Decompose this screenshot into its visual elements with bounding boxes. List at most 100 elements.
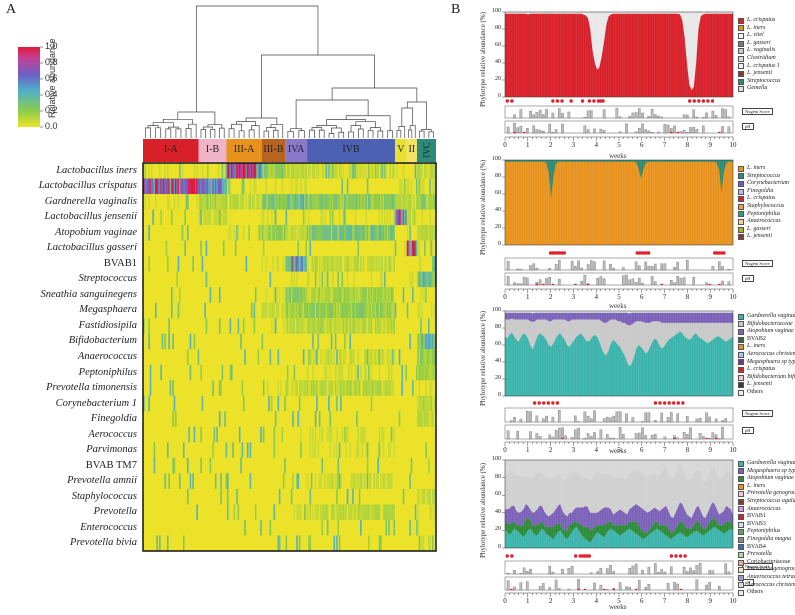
heatmap-cell <box>325 194 328 210</box>
heatmap-cell <box>285 380 288 396</box>
ph-bar <box>654 434 657 440</box>
nugent-bar <box>631 565 635 575</box>
heatmap-cell <box>326 426 329 443</box>
heatmap-cell <box>178 163 181 179</box>
heatmap-cell <box>340 364 342 381</box>
y-tick-label: 0 <box>498 544 501 550</box>
legend-swatch <box>738 211 744 218</box>
nugent-bar <box>554 264 558 271</box>
heatmap-cell <box>221 364 224 381</box>
nugent-bar <box>590 260 593 271</box>
heatmap-cell <box>393 442 396 458</box>
panel-a-letter: A <box>6 2 17 17</box>
heatmap-cell <box>384 209 386 226</box>
heatmap-cell <box>388 318 390 334</box>
legend-item: Peptoniphilus <box>738 211 789 219</box>
legend-label: L. crispatus 1 <box>747 62 780 69</box>
heatmap-cell <box>264 225 266 241</box>
heatmap-cell <box>334 318 337 334</box>
ph-bar <box>567 588 571 591</box>
heatmap-cell <box>382 302 385 319</box>
heatmap-cell <box>321 302 324 319</box>
x-tick-label: 8 <box>685 293 690 301</box>
heatmap-cell <box>313 163 316 179</box>
heatmap-cell <box>148 225 150 241</box>
ph-bar <box>558 279 561 286</box>
ph-bar <box>727 281 731 286</box>
heatmap-cell <box>321 457 324 474</box>
heatmap-cell <box>290 271 293 288</box>
nugent-marker <box>667 401 671 405</box>
nugent-marker <box>676 401 680 405</box>
heatmap-cell <box>378 287 381 303</box>
heatmap-cell <box>370 287 373 303</box>
heatmap-cell <box>225 473 228 489</box>
heatmap-cell <box>378 194 381 210</box>
heatmap-cell <box>392 504 394 520</box>
heatmap-cell <box>380 194 382 210</box>
heatmap-cell <box>294 302 297 319</box>
ph-flag <box>510 588 513 590</box>
legend-item: Others <box>738 389 795 397</box>
heatmap-cell <box>354 364 357 381</box>
y-tick-label: 100 <box>492 8 501 14</box>
heatmap-cell <box>236 194 238 210</box>
ph-flag <box>542 283 545 285</box>
heatmap-cell <box>289 302 292 319</box>
heatmap-cell <box>389 194 392 210</box>
heatmap-cell <box>265 287 268 303</box>
heatmap-cell <box>277 395 280 412</box>
heatmap-cell <box>286 380 289 396</box>
heatmap-cell <box>254 163 257 179</box>
legend-swatch <box>738 389 744 396</box>
heatmap-cell <box>306 364 309 381</box>
heatmap-cell <box>421 349 423 365</box>
nugent-bar <box>551 416 555 423</box>
x-tick-label: 4 <box>594 597 598 605</box>
heatmap-cell <box>416 178 418 195</box>
heatmap-cell <box>401 380 403 396</box>
heatmap-cell <box>353 349 356 365</box>
heatmap-row <box>149 380 437 396</box>
legend-item: L. crispatus <box>738 17 780 25</box>
heatmap-cell <box>362 287 365 303</box>
heatmap-cell <box>346 287 349 303</box>
heatmap-cell <box>402 209 405 226</box>
heatmap-cell <box>341 504 344 520</box>
heatmap-cell <box>380 473 382 489</box>
nugent-marker <box>683 554 687 558</box>
heatmap-cell <box>392 302 394 319</box>
heatmap-cell <box>321 318 324 334</box>
taxon-label: Streptococcus <box>78 273 137 285</box>
y-axis-label: Phylotype relative abundance (%) <box>479 159 487 255</box>
heatmap-cell <box>276 225 278 241</box>
heatmap-cell <box>289 318 292 334</box>
heatmap-cell <box>381 426 384 443</box>
heatmap-cell <box>398 349 401 365</box>
heatmap-cell <box>432 364 434 381</box>
heatmap-cell <box>220 178 222 195</box>
legend-label: Peptoniphilus <box>747 528 781 535</box>
heatmap-cell <box>369 194 372 210</box>
heatmap-cell <box>374 194 377 210</box>
legend-item: Staphylococcus <box>738 203 789 211</box>
heatmap-cell <box>284 194 286 210</box>
ph-bar <box>657 131 660 134</box>
nugent-bar <box>612 415 615 423</box>
ph-bar <box>702 125 705 134</box>
heatmap-cell <box>418 271 421 288</box>
heatmap-cell <box>318 318 321 334</box>
heatmap-cell <box>433 256 435 272</box>
heatmap-cell <box>356 442 358 458</box>
heatmap-cell <box>242 318 245 334</box>
nugent-bar <box>676 261 679 271</box>
heatmap-cell <box>193 426 196 443</box>
heatmap-cell <box>174 178 177 195</box>
heatmap-cell <box>338 302 341 319</box>
legend-label: L. vaginalis <box>747 47 776 54</box>
heatmap-cell <box>285 225 288 241</box>
heatmap-cell <box>326 271 329 288</box>
x-tick-label: 0 <box>503 293 507 301</box>
heatmap-cell <box>305 302 308 319</box>
nugent-bar <box>551 571 555 575</box>
